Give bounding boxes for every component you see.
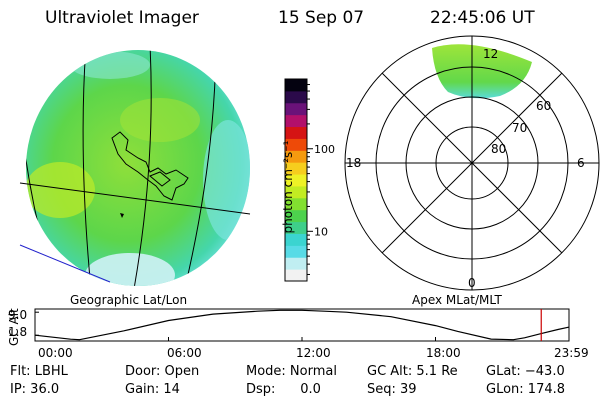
polar-plot: 12 18 6 0 80 70 60: [344, 35, 600, 291]
lat-label-70: 70: [512, 121, 527, 135]
colorbar-cell: [285, 102, 307, 116]
orbit-x-tick: 12:00: [296, 346, 331, 360]
colorbar-cell: [285, 221, 307, 234]
glat-value: GLat: −43.0: [486, 364, 565, 379]
colorbar-label: photon cm⁻²s⁻¹: [281, 140, 295, 234]
mlt-label-0: 0: [468, 276, 476, 290]
gain-value: Gain: 14: [125, 382, 180, 397]
dsp-value: Dsp: 0.0: [246, 382, 321, 397]
orbit-y-tick-high: 9.0: [8, 308, 27, 322]
colorbar-cell: [285, 79, 307, 92]
mlt-label-12: 12: [483, 47, 498, 61]
colorbar-tick-label: 100: [314, 143, 335, 156]
colorbar-cell: [285, 90, 307, 104]
mlt-label-18: 18: [346, 156, 361, 170]
mlt-label-6: 6: [577, 156, 585, 170]
orbit-plot: GC Alt 9.0 1.8: [7, 308, 570, 346]
colorbar-cell: [285, 174, 307, 187]
colorbar-cell: [285, 114, 307, 128]
app-title: Ultraviolet Imager: [45, 8, 199, 28]
orbit-y-axis-label: GC Alt: [7, 308, 21, 346]
orbit-y-tick-low: 1.8: [8, 325, 27, 339]
colorbar-cell: [285, 138, 307, 151]
geographic-image: [19, 50, 251, 286]
colorbar-cell: [285, 185, 307, 199]
image-date: 15 Sep 07: [278, 8, 365, 28]
orbit-x-tick: 23:59: [554, 346, 589, 360]
filter-value: Flt: LBHL: [10, 364, 68, 379]
mode-value: Mode: Normal: [246, 364, 337, 379]
door-value: Door: Open: [125, 364, 200, 379]
gc-alt-value: GC Alt: 5.1 Re: [367, 364, 458, 379]
orbit-altitude-line: [34, 309, 569, 341]
colorbar-cell: [285, 269, 307, 282]
lat-label-80: 80: [491, 142, 506, 156]
colorbar-tick-label: 10: [314, 225, 328, 238]
seq-value: Seq: 39: [367, 382, 417, 397]
colorbar-cell: [285, 197, 307, 211]
lat-label-60: 60: [536, 99, 551, 113]
orbit-x-tick: 00:00: [38, 346, 73, 360]
colorbar-cell: [285, 126, 307, 139]
colorbar-cell: [285, 150, 307, 163]
apex-caption: Apex MLat/MLT: [412, 293, 502, 307]
colorbar-cell: [285, 162, 307, 175]
colorbar-cell: [285, 257, 307, 270]
orbit-x-tick: 18:00: [426, 346, 461, 360]
colorbar-cell: [285, 209, 307, 223]
glon-value: GLon: 174.8: [486, 382, 566, 397]
colorbar-cell: [285, 245, 307, 258]
colorbar-cell: [285, 233, 307, 246]
image-time: 22:45:06 UT: [430, 8, 535, 28]
auroral-oval: [432, 44, 532, 99]
orbit-x-tick: 06:00: [167, 346, 202, 360]
colorbar: 10 100: [284, 78, 335, 282]
geographic-caption: Geographic Lat/Lon: [70, 293, 188, 307]
ip-value: IP: 36.0: [10, 382, 60, 397]
